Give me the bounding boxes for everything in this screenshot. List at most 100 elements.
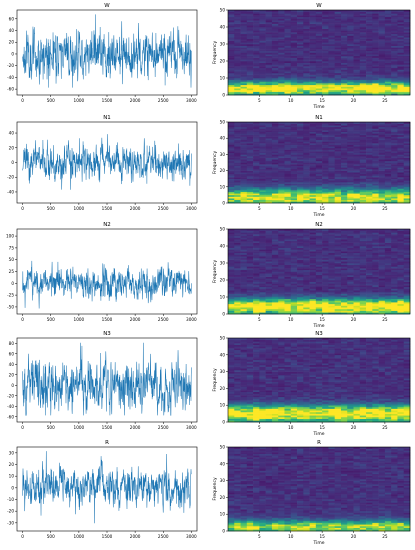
x-tick-label: 25 [382, 206, 388, 211]
x-tick-label: 5 [258, 206, 261, 211]
x-tick-label: 15 [319, 317, 325, 322]
line-chart-w [15, 9, 198, 97]
x-tick-label: 15 [319, 425, 325, 430]
y-tick-label: 30 [9, 450, 15, 455]
x-tick-label: 1500 [102, 206, 113, 211]
y-tick-label: -30 [7, 520, 14, 525]
y-tick-label: -40 [7, 404, 14, 409]
line-chart-r [15, 446, 198, 533]
y-tick-label: 0 [11, 51, 14, 56]
y-tick-label: -25 [7, 293, 14, 298]
y-tick-label: 0 [11, 485, 14, 490]
x-tick-label: 20 [351, 206, 357, 211]
x-tick-label: 5 [258, 425, 261, 430]
chart-title: R [105, 440, 109, 446]
y-tick-label: -40 [7, 189, 14, 194]
x-tick-label: 0 [21, 534, 24, 539]
x-tick-label: 0 [21, 206, 24, 211]
y-tick-label: 20 [220, 168, 226, 173]
x-tick-label: 3000 [186, 317, 197, 322]
x-tick-label: 15 [319, 206, 325, 211]
y-tick-label: 80 [9, 341, 15, 346]
heatmap-r [226, 446, 411, 533]
series-line [22, 260, 192, 309]
heatmap-cells [228, 10, 411, 96]
y-tick-label: 20 [9, 145, 15, 150]
x-tick-label: 1000 [74, 425, 85, 430]
x-tick-label: 25 [382, 98, 388, 103]
y-axis-label: Frequency [212, 368, 218, 392]
y-axis-label: Frequency [212, 477, 218, 501]
y-tick-label: 10 [220, 512, 226, 517]
y-tick-label: -10 [7, 497, 14, 502]
y-axis-label: Frequency [212, 41, 218, 65]
x-tick-label: 2000 [130, 206, 141, 211]
line-chart-n2 [15, 228, 198, 316]
x-tick-label: 20 [351, 98, 357, 103]
y-tick-label: 10 [220, 295, 226, 300]
heatmap-n2 [226, 228, 411, 316]
chart-title: N1 [315, 115, 323, 121]
y-tick-label: -20 [7, 175, 14, 180]
y-tick-label: -50 [7, 304, 14, 309]
x-tick-label: 25 [382, 425, 388, 430]
x-tick-label: 500 [47, 425, 55, 430]
y-tick-label: 30 [220, 369, 226, 374]
series-line [22, 134, 192, 190]
x-tick-label: 25 [382, 317, 388, 322]
x-tick-label: 3000 [186, 206, 197, 211]
x-axis-label: Time [312, 323, 324, 329]
y-tick-label: 30 [220, 152, 226, 157]
x-axis-label: Time [312, 212, 324, 218]
x-tick-label: 1500 [102, 534, 113, 539]
y-tick-label: 0 [11, 281, 14, 286]
x-axis-label: Time [312, 104, 324, 110]
plot-frame [227, 121, 411, 204]
y-tick-label: 10 [9, 474, 15, 479]
y-tick-label: 50 [220, 120, 226, 125]
heatmap-n3 [226, 337, 411, 424]
plot-frame [227, 446, 411, 532]
y-tick-label: -20 [7, 509, 14, 514]
x-tick-label: 20 [351, 534, 357, 539]
y-tick-label: 40 [220, 136, 226, 141]
y-tick-label: 40 [220, 25, 226, 30]
y-tick-label: 20 [220, 59, 226, 64]
x-tick-label: 3000 [186, 98, 197, 103]
y-tick-label: 50 [220, 8, 226, 13]
chart-title: N1 [103, 115, 111, 121]
y-tick-label: 0 [11, 383, 14, 388]
y-tick-label: 30 [220, 478, 226, 483]
x-tick-label: 10 [288, 206, 294, 211]
x-tick-label: 3000 [186, 534, 197, 539]
y-tick-label: 100 [6, 234, 14, 239]
plot-frame [16, 337, 198, 423]
y-tick-label: 30 [220, 261, 226, 266]
y-tick-label: 20 [9, 462, 15, 467]
x-tick-label: 5 [258, 317, 261, 322]
x-tick-label: 10 [288, 317, 294, 322]
plot-frame [227, 9, 411, 96]
x-tick-label: 0 [21, 98, 24, 103]
y-axis-label: Frequency [212, 260, 218, 284]
x-tick-label: 10 [288, 534, 294, 539]
x-tick-label: 2000 [130, 425, 141, 430]
y-tick-label: 20 [220, 386, 226, 391]
series-line [22, 342, 192, 416]
y-tick-label: 10 [220, 76, 226, 81]
heatmap-cells [228, 229, 411, 315]
y-tick-label: 0 [222, 93, 225, 98]
y-tick-label: -20 [7, 63, 14, 68]
y-tick-label: 20 [9, 372, 15, 377]
x-tick-label: 500 [47, 98, 55, 103]
y-tick-label: -40 [7, 75, 14, 80]
y-tick-label: 40 [9, 131, 15, 136]
series-line [22, 451, 192, 524]
y-tick-label: 60 [9, 351, 15, 356]
y-tick-label: 50 [220, 227, 226, 232]
chart-title: W [316, 3, 322, 9]
plot-frame [227, 228, 411, 315]
x-tick-label: 5 [258, 98, 261, 103]
heatmap-cells [228, 338, 411, 423]
x-tick-label: 0 [21, 317, 24, 322]
